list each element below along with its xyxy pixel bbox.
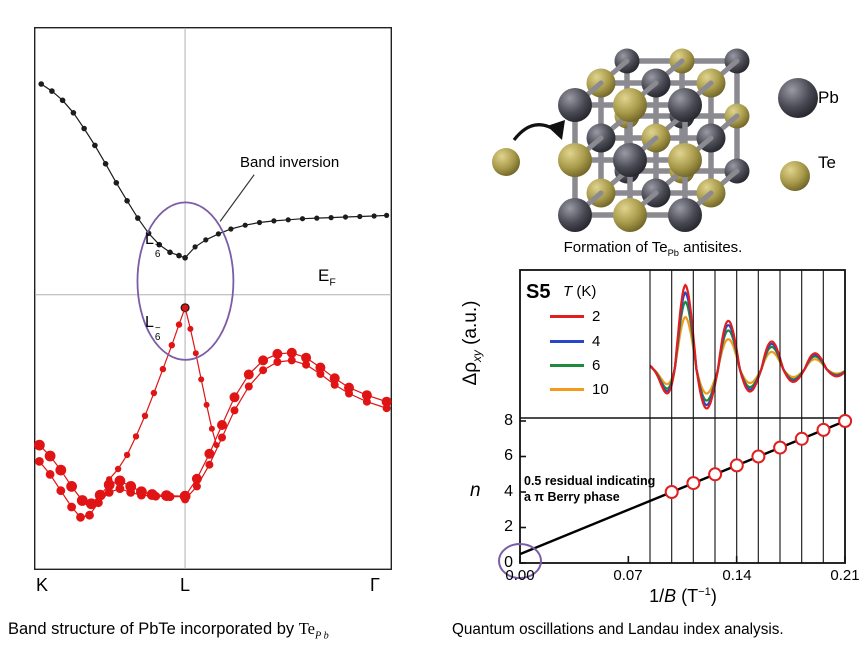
sample-label: S5 — [526, 281, 551, 303]
osc-curve-6 — [649, 300, 846, 402]
osc-xlabel: 1/B (T−1) — [649, 586, 717, 606]
ytick-6: 6 — [504, 447, 513, 464]
caption-right: Quantum oscillations and Landau index an… — [452, 621, 784, 638]
oscillation-curves — [649, 283, 846, 410]
lattice-layer-0 — [558, 80, 714, 232]
oscillation-figure — [498, 269, 853, 579]
osc-curve-2 — [649, 283, 846, 410]
te-atom — [613, 88, 647, 122]
osc-curve-10 — [649, 315, 846, 395]
crystal-structure-figure — [492, 48, 818, 232]
landau-index-points — [664, 414, 853, 499]
band-series-valence-right-lower — [181, 356, 391, 504]
legend-label-4: 4 — [592, 333, 601, 350]
pb-atom — [613, 143, 647, 177]
legend-label-2: 2 — [592, 308, 601, 325]
l6-plus-label: L +6 — [145, 231, 161, 261]
osc-legend-entry-2: 2 — [550, 308, 600, 325]
te-atom — [668, 143, 702, 177]
landau-fit-line — [519, 419, 846, 556]
band-series-valence-right-upper — [180, 347, 392, 502]
ytick-8: 8 — [504, 412, 513, 429]
incoming-te-atom — [492, 148, 520, 176]
ytick-0: 0 — [504, 554, 513, 571]
legend-line-10 — [550, 387, 584, 392]
ytick-4: 4 — [504, 483, 513, 500]
pb-atom — [668, 198, 702, 232]
osc-legend-entry-4: 4 — [550, 333, 600, 350]
osc-ylabel-top: Δρxy (a.u.) — [460, 300, 484, 386]
band-series-valence-left-lower — [35, 457, 190, 522]
band-inversion-ellipse — [136, 201, 235, 361]
annotation-line-1: 0.5 residual indicating — [524, 474, 656, 488]
crystal-caption: Formation of TePb antisites. — [563, 239, 743, 258]
annotation-line-2: a π Berry phase — [524, 490, 620, 505]
band-inversion-label: Band inversion — [240, 154, 339, 171]
pb-atom — [668, 88, 702, 122]
l6-minus-label: L −6 — [145, 314, 161, 344]
legend-pb-label: Pb — [818, 88, 839, 107]
xtick-0.14: 0.14 — [722, 567, 752, 584]
te-atom — [613, 198, 647, 232]
caption-left: Band structure of PbTe incorporated by T… — [8, 619, 329, 642]
band-inversion-pointer — [219, 174, 255, 222]
xtick-0.07: 0.07 — [613, 567, 643, 584]
landau-gridlines — [649, 270, 846, 563]
ytick-2: 2 — [504, 518, 513, 535]
band-series-conduction-band-left — [38, 81, 188, 261]
osc-ylabel-bottom: n — [470, 480, 481, 501]
band-xtick-Gamma: Γ — [370, 575, 380, 595]
legend-line-6 — [550, 363, 584, 368]
band-structure-plot — [34, 27, 392, 570]
band-frame — [34, 27, 392, 570]
osc-legend-entry-6: 6 — [550, 357, 600, 374]
lattice-layer-1 — [586, 58, 740, 208]
legend-pb-sphere — [778, 78, 818, 118]
band-inversion-text: Band inversion — [240, 154, 340, 171]
legend-line-4 — [550, 339, 584, 344]
legend-label-6: 6 — [592, 357, 601, 374]
pb-atom — [558, 198, 592, 232]
legend-te-label: Te — [818, 153, 836, 172]
band-xtick-K: K — [35, 575, 48, 595]
band-series-conduction-band-right — [182, 212, 390, 261]
legend-label-10: 10 — [592, 381, 609, 398]
osc-legend-title: T (K) — [563, 283, 597, 300]
osc-legend-entry-10: 10 — [550, 381, 609, 398]
substitution-arrowhead — [547, 120, 565, 140]
berry-phase-ellipse — [498, 543, 542, 579]
band-series-valence-from-l6-right — [182, 304, 220, 449]
xtick-0.21: 0.21 — [830, 567, 860, 584]
berry-phase-annotation: 0.5 residual indicating a π Berry phase — [524, 473, 655, 506]
fermi-level-label: EF — [318, 266, 336, 289]
legend-line-2 — [550, 314, 584, 319]
xtick-0.00: 0.00 — [505, 567, 535, 584]
pb-atom — [558, 88, 592, 122]
legend-te-sphere — [780, 161, 810, 191]
te-atom — [558, 143, 592, 177]
band-xtick-L: L — [179, 575, 190, 595]
